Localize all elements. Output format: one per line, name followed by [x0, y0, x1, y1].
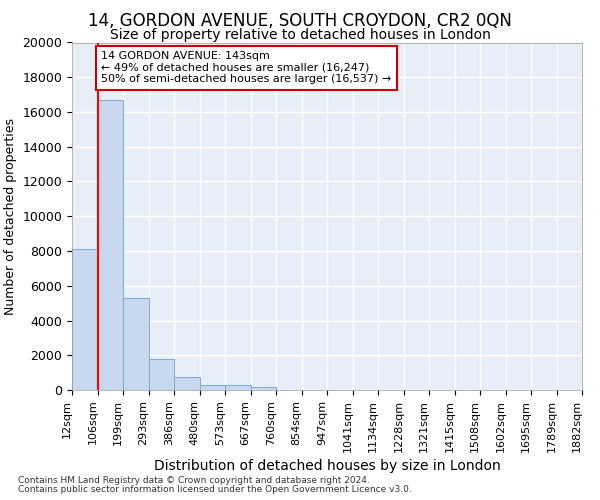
Bar — [123, 298, 149, 390]
Text: Contains public sector information licensed under the Open Government Licence v3: Contains public sector information licen… — [18, 485, 412, 494]
Bar — [97, 100, 123, 390]
Bar — [251, 386, 276, 390]
Text: 14 GORDON AVENUE: 143sqm
← 49% of detached houses are smaller (16,247)
50% of se: 14 GORDON AVENUE: 143sqm ← 49% of detach… — [101, 51, 392, 84]
Text: 14, GORDON AVENUE, SOUTH CROYDON, CR2 0QN: 14, GORDON AVENUE, SOUTH CROYDON, CR2 0Q… — [88, 12, 512, 30]
Y-axis label: Number of detached properties: Number of detached properties — [4, 118, 17, 315]
Text: Size of property relative to detached houses in London: Size of property relative to detached ho… — [110, 28, 490, 42]
Bar — [174, 377, 199, 390]
Bar — [199, 385, 225, 390]
Bar — [72, 250, 97, 390]
Bar — [225, 385, 251, 390]
Bar — [149, 358, 174, 390]
X-axis label: Distribution of detached houses by size in London: Distribution of detached houses by size … — [154, 459, 500, 473]
Text: Contains HM Land Registry data © Crown copyright and database right 2024.: Contains HM Land Registry data © Crown c… — [18, 476, 370, 485]
